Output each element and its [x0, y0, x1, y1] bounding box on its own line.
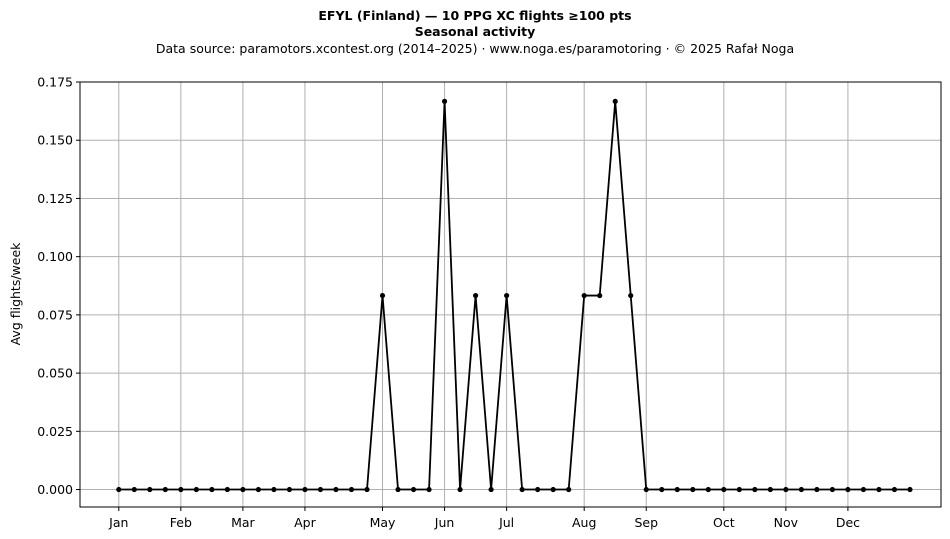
data-point — [705, 486, 711, 493]
y-tick-label: 0.175 — [37, 75, 73, 90]
data-point — [628, 292, 634, 299]
data-point — [162, 486, 168, 493]
x-tick-label: Apr — [294, 515, 316, 530]
data-point — [659, 486, 665, 493]
data-point — [814, 486, 820, 493]
data-point — [472, 292, 479, 299]
chart-subtitle: Seasonal activity — [414, 24, 536, 39]
data-point — [767, 486, 773, 493]
x-tick-label: Mar — [231, 515, 255, 530]
data-point — [255, 486, 262, 493]
plot-frame — [79, 81, 942, 508]
data-point — [224, 486, 230, 493]
y-axis-label: Avg flights/week — [8, 242, 23, 346]
x-tick-label: Sep — [634, 515, 658, 530]
data-point — [286, 486, 293, 493]
data-point — [891, 486, 898, 493]
data-point — [721, 486, 727, 493]
grid-lines — [80, 81, 941, 507]
data-point — [519, 486, 525, 493]
data-point — [302, 486, 308, 493]
y-tick-label: 0.075 — [37, 307, 73, 322]
x-tick-label: May — [370, 515, 396, 530]
data-point — [348, 486, 355, 493]
data-point — [395, 486, 401, 493]
data-point — [752, 486, 758, 493]
data-point — [798, 486, 804, 493]
data-point — [907, 486, 913, 493]
x-tick-label: Jan — [108, 515, 128, 530]
chart-header: EFYL (Finland) — 10 PPG XC flights ≥100 … — [0, 8, 950, 57]
data-point — [597, 292, 603, 299]
data-point — [736, 486, 742, 493]
data-point — [333, 486, 339, 493]
data-point — [566, 486, 572, 493]
data-point — [426, 486, 432, 493]
data-point — [410, 486, 417, 493]
data-point — [271, 486, 277, 493]
axis-ticks: 0.000 0.025 0.050 0.075 0.100 0.125 0.150 0.175… — [37, 75, 860, 531]
chart-title: EFYL (Finland) — 10 PPG XC flights ≥100 … — [318, 8, 632, 23]
data-point — [860, 486, 867, 493]
y-tick-label: 0.000 — [37, 482, 73, 497]
x-tick-label: Jun — [434, 515, 455, 530]
data-point — [612, 98, 618, 104]
data-point — [379, 292, 386, 299]
data-point — [317, 486, 324, 493]
y-tick-label: 0.150 — [37, 133, 73, 148]
data-point — [147, 486, 153, 493]
x-tick-label: Jul — [498, 515, 514, 530]
data-source-note: Data source: paramotors.xcontest.org (20… — [155, 41, 795, 56]
data-point — [643, 486, 649, 493]
data-point — [504, 292, 510, 299]
data-point — [876, 486, 882, 493]
data-point — [845, 486, 851, 493]
data-point — [535, 486, 541, 493]
data-point — [193, 486, 199, 493]
data-point — [829, 486, 836, 493]
data-point — [178, 486, 184, 493]
y-tick-label: 0.025 — [37, 424, 73, 439]
x-tick-label: Feb — [170, 515, 192, 530]
data-point — [240, 486, 246, 493]
series-layer — [116, 98, 913, 493]
data-point — [441, 98, 448, 104]
data-point — [690, 486, 696, 493]
data-point — [209, 486, 215, 493]
data-point — [550, 486, 556, 493]
data-point — [488, 486, 494, 493]
y-tick-label: 0.050 — [37, 366, 73, 381]
data-point — [783, 486, 789, 493]
data-point — [581, 292, 587, 299]
data-point — [116, 486, 122, 493]
y-tick-label: 0.125 — [37, 191, 73, 206]
series-line — [118, 101, 910, 491]
data-point — [674, 486, 680, 493]
x-tick-label: Nov — [774, 515, 799, 530]
x-tick-label: Oct — [713, 515, 735, 530]
x-tick-label: Aug — [572, 515, 596, 530]
data-point — [131, 486, 137, 493]
x-tick-label: Dec — [836, 515, 860, 530]
data-point — [457, 486, 463, 493]
data-point — [364, 486, 370, 493]
y-tick-label: 0.100 — [37, 249, 73, 264]
